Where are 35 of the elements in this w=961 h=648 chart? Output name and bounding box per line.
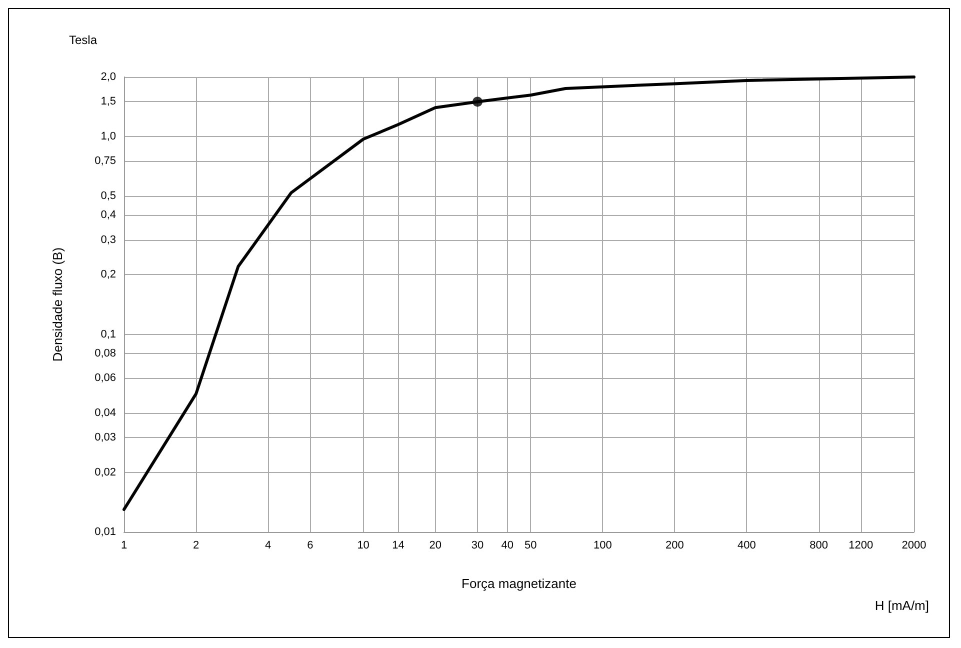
y-tick-label: 0,3 xyxy=(100,234,116,246)
x-tick-label: 400 xyxy=(738,540,756,552)
y-tick-label: 0,01 xyxy=(94,526,116,538)
y-tick-label: 1,0 xyxy=(100,130,116,143)
x-tick-label: 6 xyxy=(307,540,314,552)
text: Tesla xyxy=(69,33,98,47)
x-axis-title: Força magnetizante xyxy=(462,576,576,591)
x-tick-label: 30 xyxy=(471,540,484,552)
y-tick-label: 0,1 xyxy=(100,328,116,340)
y-tick-label: 0,02 xyxy=(94,466,116,478)
x-tick-label: 200 xyxy=(666,540,684,552)
x-tick-label: 2000 xyxy=(902,540,926,552)
y-axis-title: Densidade fluxo (B) xyxy=(50,247,65,362)
x-tick-label: 14 xyxy=(392,540,404,552)
x-tick-label: 100 xyxy=(593,540,612,552)
y-tick-label: 0,75 xyxy=(94,155,116,168)
y-tick-label: 0,04 xyxy=(94,406,116,419)
x-tick-label: 20 xyxy=(429,540,442,552)
x-tick-label: 10 xyxy=(357,540,370,552)
x-tick-label: 2 xyxy=(192,540,200,552)
y-tick-label: 2,0 xyxy=(100,71,116,83)
y-tick-label: 0,08 xyxy=(94,347,116,360)
x-tick-label: 4 xyxy=(265,540,272,552)
x-tick-label: 50 xyxy=(524,540,537,552)
y-tick-label: 0,2 xyxy=(100,268,116,281)
y-tick-label: 0,5 xyxy=(100,190,116,202)
x-tick-label: 1200 xyxy=(848,540,874,552)
y-tick-label: 0,4 xyxy=(100,209,116,222)
text: H [mA/m] xyxy=(874,598,930,613)
y-tick-label: 0,06 xyxy=(94,372,116,384)
y-tick-label: 0,03 xyxy=(94,432,116,444)
x-tick-label: 800 xyxy=(810,540,828,552)
x-tick-label: 1 xyxy=(120,540,128,552)
y-tick-label: 1,5 xyxy=(100,96,116,108)
x-tick-label: 40 xyxy=(501,540,514,552)
